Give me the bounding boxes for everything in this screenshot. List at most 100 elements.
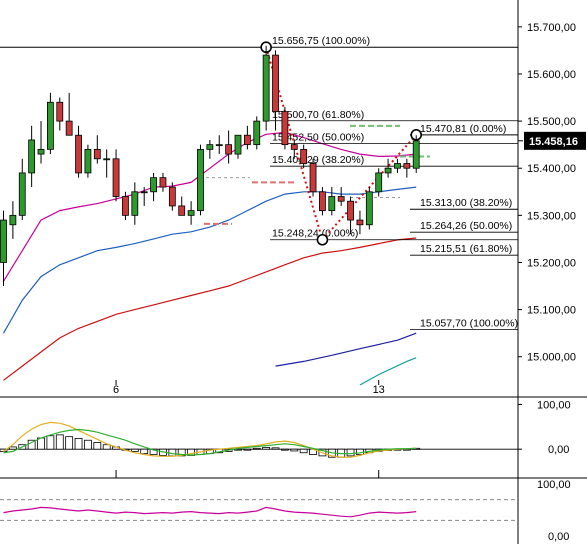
moving-average-line	[275, 332, 417, 367]
macd-histogram-bar	[130, 448, 139, 452]
candle-up	[47, 101, 54, 150]
candle-down	[309, 163, 317, 193]
candle-up	[0, 219, 7, 263]
x-tick-label: 13	[373, 384, 385, 396]
candle-down	[300, 148, 308, 164]
candle-up	[394, 163, 401, 169]
macd-tick-label: 100,00	[537, 399, 571, 411]
fib-pivot-marker	[316, 233, 329, 246]
moving-average-line	[2, 131, 417, 282]
macd-histogram-bar	[299, 448, 308, 454]
macd-line	[3, 421, 417, 458]
macd-histogram-bar	[102, 444, 111, 450]
macd-histogram-bar	[65, 436, 74, 450]
candle-up	[28, 139, 36, 174]
candle-down	[281, 111, 289, 146]
macd-tick-label: 0,00	[548, 444, 569, 456]
candle-down	[93, 148, 101, 160]
candle-up	[375, 172, 383, 193]
macd-histogram-bar	[93, 442, 102, 450]
x-tick-label: 6	[113, 384, 119, 396]
candle-down	[159, 177, 167, 188]
y-tick-label: 15.700,00	[527, 22, 576, 34]
macd-histogram-bar	[290, 448, 299, 452]
y-tick-label: 15.500,00	[527, 116, 576, 128]
y-tick-label: 15.400,00	[527, 163, 576, 175]
candle-down	[243, 134, 251, 146]
current-price-label: 15.458,16	[529, 136, 578, 148]
moving-average-line	[3, 237, 417, 381]
candle-up	[206, 144, 214, 150]
candle-up	[365, 191, 373, 226]
oscillator-tick-label: 100,00	[537, 479, 571, 491]
candle-down	[347, 200, 354, 221]
oscillator-tick-label: 0,00	[548, 531, 569, 543]
candle-down	[56, 101, 64, 122]
candle-up	[187, 210, 195, 216]
y-tick-label: 15.100,00	[527, 305, 576, 317]
candle-up	[140, 191, 148, 194]
fib-level-label: 15.500,70 (61.80%)	[272, 109, 364, 121]
fib-level-label: 15.057,70 (100.00%)	[420, 318, 518, 330]
candle-up	[215, 144, 223, 147]
candle-up	[9, 214, 17, 226]
y-tick-label: 15.000,00	[527, 352, 576, 364]
candle-up	[328, 196, 336, 212]
moving-average-line	[2, 186, 417, 334]
candle-up	[262, 54, 270, 122]
macd-histogram-bar	[0, 448, 8, 452]
fib-level-label: 15.470,81 (0.00%)	[420, 123, 506, 135]
candle-up	[384, 167, 392, 174]
candle-down	[65, 120, 73, 136]
candle-down	[178, 205, 186, 216]
current-price-tag	[524, 131, 586, 150]
macd-histogram-bar	[140, 448, 149, 455]
candle-down	[290, 144, 298, 150]
candle-up	[84, 148, 92, 174]
candle-down	[403, 163, 411, 169]
candle-down	[112, 158, 120, 197]
candle-up	[253, 120, 261, 146]
candle-down	[272, 54, 279, 113]
candle-down	[168, 186, 176, 207]
y-tick-label: 15.300,00	[527, 210, 576, 222]
fib-level-label: 15.656,75 (100.00%)	[272, 35, 370, 47]
macd-histogram-bar	[280, 448, 289, 451]
macd-histogram-bar	[74, 438, 83, 450]
macd-histogram-bar	[84, 439, 92, 450]
macd-histogram-bar	[8, 446, 17, 450]
macd-panel	[0, 421, 518, 478]
macd-histogram-bar	[243, 448, 252, 451]
macd-histogram-bar	[346, 448, 355, 457]
price-panel: 6 13 15.656,75 (100.00%) 15.500,70 (61.80%)…	[0, 35, 587, 479]
candle-down	[225, 144, 233, 155]
fib-level-label: 15.215,51 (61.80%)	[420, 243, 512, 255]
fib-level-label: 15.404,29 (38.20%)	[272, 154, 364, 166]
macd-histogram-bar	[46, 435, 55, 450]
y-tick-label: 15.600,00	[527, 69, 576, 81]
candle-up	[37, 148, 45, 155]
macd-histogram-bar	[168, 448, 177, 457]
macd-histogram-bar	[262, 446, 271, 450]
fib-level-label: 15.264,26 (50.00%)	[420, 220, 512, 232]
y-tick-label: 15.200,00	[527, 257, 576, 269]
candle-up	[150, 177, 157, 193]
oscillator-line	[3, 506, 417, 518]
y-axes: 15.700,00 15.600,00 15.500,00 15.400,00 15.3…	[517, 0, 586, 544]
candle-down	[122, 196, 129, 216]
candle-down	[319, 191, 326, 212]
fib-level-label: 15.452,50 (50.00%)	[272, 131, 364, 143]
candle-down	[75, 134, 82, 174]
macd-histogram-bar	[234, 448, 242, 451]
macd-signal-line	[3, 428, 417, 456]
macd-histogram-bar	[149, 448, 158, 455]
oscillator-panel	[0, 499, 518, 521]
fib-level-label: 15.248,24 (0.00%)	[272, 228, 358, 240]
candle-down	[337, 196, 345, 202]
macd-histogram-bar	[252, 447, 261, 450]
candle-up	[18, 172, 26, 216]
fib-level-label: 15.313,00 (38.20%)	[420, 197, 512, 209]
moving-average-line	[359, 357, 417, 386]
candle-up	[103, 158, 111, 161]
